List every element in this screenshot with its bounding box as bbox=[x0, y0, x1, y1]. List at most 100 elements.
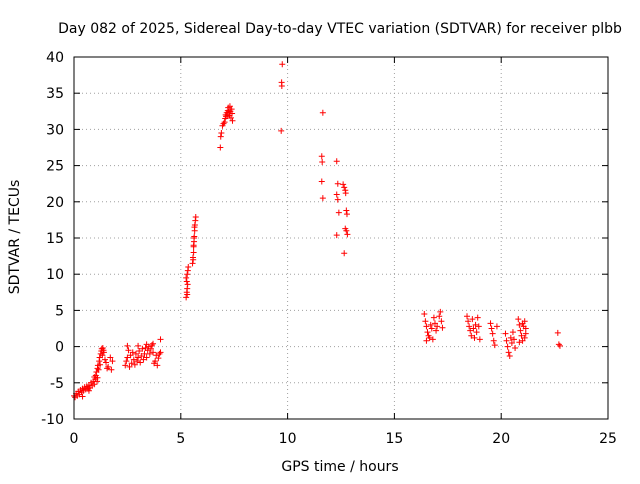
x-tick-label: 25 bbox=[599, 431, 617, 447]
data-point bbox=[108, 366, 115, 373]
data-point bbox=[137, 359, 144, 366]
data-point bbox=[468, 332, 475, 339]
data-point bbox=[465, 318, 472, 325]
data-point bbox=[439, 324, 446, 331]
data-point bbox=[107, 354, 114, 361]
data-point bbox=[489, 330, 496, 337]
data-point bbox=[554, 329, 561, 336]
data-point bbox=[430, 314, 437, 321]
data-point bbox=[126, 363, 133, 370]
data-point bbox=[511, 336, 518, 343]
tick-labels: 0 5 10 15 20 25 -10 -5 0 5 10 15 20 25 30 35 40 bbox=[41, 50, 617, 447]
data-point bbox=[150, 349, 157, 356]
data-point bbox=[319, 158, 326, 165]
data-point bbox=[229, 117, 236, 124]
data-point bbox=[136, 347, 143, 354]
data-point bbox=[421, 311, 428, 318]
data-point bbox=[464, 313, 471, 320]
data-point bbox=[184, 291, 191, 298]
data-point bbox=[183, 294, 190, 301]
data-point bbox=[429, 336, 436, 343]
data-point bbox=[437, 308, 444, 315]
data-point bbox=[128, 360, 135, 367]
data-point bbox=[278, 127, 285, 134]
data-point bbox=[152, 358, 159, 365]
data-point bbox=[521, 334, 528, 341]
data-point bbox=[518, 332, 525, 339]
data-point bbox=[185, 263, 192, 270]
x-tick-label: 15 bbox=[385, 431, 403, 447]
y-tick-label: -10 bbox=[41, 412, 64, 428]
x-axis-label: GPS time / hours bbox=[281, 459, 398, 475]
data-point bbox=[343, 227, 350, 234]
data-point bbox=[190, 256, 197, 263]
data-point bbox=[504, 343, 511, 350]
data-point bbox=[217, 144, 224, 151]
y-tick-label: 25 bbox=[46, 159, 64, 175]
data-point bbox=[278, 82, 285, 89]
data-point bbox=[516, 339, 523, 346]
data-point bbox=[223, 113, 230, 120]
data-point bbox=[428, 325, 435, 332]
data-point bbox=[91, 381, 98, 388]
data-point bbox=[147, 345, 154, 352]
data-point bbox=[423, 337, 430, 344]
data-point bbox=[227, 114, 234, 121]
data-point bbox=[516, 321, 523, 328]
data-point bbox=[522, 325, 529, 332]
data-point bbox=[319, 195, 326, 202]
x-tick-label: 10 bbox=[279, 431, 297, 447]
data-point bbox=[515, 316, 522, 323]
data-point bbox=[342, 190, 349, 197]
y-tick-label: 35 bbox=[46, 86, 64, 102]
chart-title: Day 082 of 2025, Sidereal Day-to-day VTE… bbox=[58, 21, 622, 37]
data-point bbox=[146, 350, 153, 357]
data-point bbox=[91, 374, 98, 381]
data-point bbox=[424, 329, 431, 336]
data-point bbox=[189, 260, 196, 267]
y-tick-label: 5 bbox=[55, 303, 64, 319]
data-points bbox=[71, 61, 563, 401]
y-tick-label: 0 bbox=[55, 340, 64, 356]
data-point bbox=[94, 374, 101, 381]
data-point bbox=[138, 353, 145, 360]
data-point bbox=[221, 119, 228, 126]
data-point bbox=[507, 334, 514, 341]
data-point bbox=[490, 337, 497, 344]
data-point bbox=[467, 327, 474, 334]
data-point bbox=[519, 320, 526, 327]
data-point bbox=[229, 110, 236, 117]
data-point bbox=[333, 158, 340, 165]
data-point bbox=[95, 366, 102, 373]
data-point bbox=[135, 354, 142, 361]
data-point bbox=[131, 361, 138, 368]
data-point bbox=[125, 347, 132, 354]
data-point bbox=[130, 356, 137, 363]
data-point bbox=[423, 323, 430, 330]
x-tick-label: 5 bbox=[176, 431, 185, 447]
data-point bbox=[101, 356, 108, 363]
y-tick-label: 30 bbox=[46, 122, 64, 138]
data-point bbox=[436, 313, 443, 320]
data-point bbox=[129, 349, 136, 356]
data-point bbox=[100, 349, 107, 356]
data-point bbox=[555, 341, 562, 348]
data-point bbox=[190, 249, 197, 256]
data-point bbox=[472, 321, 479, 328]
data-point bbox=[474, 314, 481, 321]
data-point bbox=[132, 350, 139, 357]
data-point bbox=[143, 354, 150, 361]
data-point bbox=[141, 350, 148, 357]
data-point bbox=[318, 153, 325, 160]
data-point bbox=[471, 334, 478, 341]
data-point bbox=[341, 250, 348, 257]
data-point bbox=[218, 130, 225, 137]
data-point bbox=[99, 352, 106, 359]
data-point bbox=[433, 327, 440, 334]
data-point bbox=[506, 353, 513, 360]
grid-lines bbox=[74, 57, 608, 419]
data-point bbox=[143, 341, 150, 348]
data-point bbox=[344, 231, 351, 238]
data-point bbox=[109, 358, 116, 365]
